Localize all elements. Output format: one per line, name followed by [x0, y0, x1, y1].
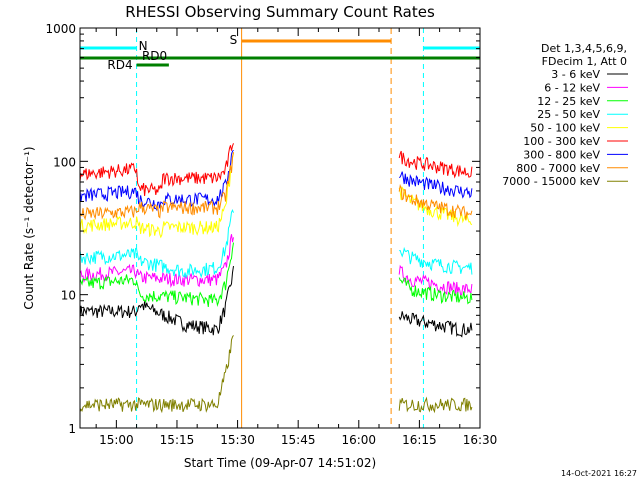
legend-label: 300 - 800 keV	[523, 148, 600, 161]
series-line	[399, 246, 473, 275]
night-label: N	[139, 39, 148, 53]
legend-label: 7000 - 15000 keV	[502, 175, 600, 188]
chart-title: RHESSI Observing Summary Count Rates	[125, 3, 435, 21]
legend-header: FDecim 1, Att 0	[542, 55, 627, 68]
legend-label: 3 - 6 keV	[551, 68, 600, 81]
y-tick-label: 10	[61, 289, 76, 303]
legend-label: 800 - 7000 keV	[516, 162, 600, 175]
axes-layer: 1 10 100 1000 15:00 15:15 15:30 15:45 16:00 16:15…	[45, 22, 497, 447]
legend-label: 12 - 25 keV	[537, 95, 600, 108]
series-line	[79, 209, 234, 279]
legend-label: 6 - 12 keV	[544, 81, 600, 94]
plot-frame	[79, 27, 481, 429]
series-line	[398, 264, 473, 298]
series-line	[398, 277, 473, 305]
series-line	[398, 185, 473, 228]
x-axis-label: Start Time (09-Apr-07 14:51:02)	[184, 456, 376, 470]
y-axis-label: Count Rate (s⁻¹ detector⁻¹)	[22, 146, 36, 309]
series-line	[398, 150, 473, 179]
series-line	[398, 311, 473, 338]
series-line	[79, 149, 234, 212]
legend: Det 1,3,4,5,6,9,FDecim 1, Att 03 - 6 keV…	[502, 42, 628, 188]
legend-label: 100 - 300 keV	[523, 135, 600, 148]
x-tick-label: 16:15	[402, 433, 437, 447]
rd0-label: RD0	[142, 49, 167, 63]
series-line	[398, 183, 473, 220]
series-layer	[79, 143, 473, 414]
saa-label: S	[230, 33, 238, 47]
x-tick-label: 16:00	[341, 433, 376, 447]
y-tick-label: 1000	[45, 22, 76, 36]
y-tick-label: 100	[53, 155, 76, 169]
legend-header: Det 1,3,4,5,6,9,	[541, 42, 627, 55]
series-line	[398, 171, 473, 199]
series-line	[79, 152, 234, 221]
x-tick-label: 15:30	[220, 433, 255, 447]
x-tick-label: 15:15	[160, 433, 195, 447]
series-line	[79, 335, 234, 414]
x-tick-label: 16:30	[463, 433, 498, 447]
series-line	[79, 152, 234, 239]
legend-label: 50 - 100 keV	[530, 122, 600, 135]
series-line	[398, 396, 473, 414]
x-tick-label: 15:45	[281, 433, 316, 447]
footer-date: 14-Oct-2021 16:27	[561, 469, 637, 478]
y-tick-label: 1	[68, 422, 76, 436]
rd4-label: RD4	[107, 58, 132, 72]
series-line	[79, 143, 234, 196]
legend-label: 25 - 50 keV	[537, 108, 600, 121]
series-line	[79, 266, 234, 336]
series-line	[79, 242, 234, 308]
x-tick-label: 15:00	[99, 433, 134, 447]
